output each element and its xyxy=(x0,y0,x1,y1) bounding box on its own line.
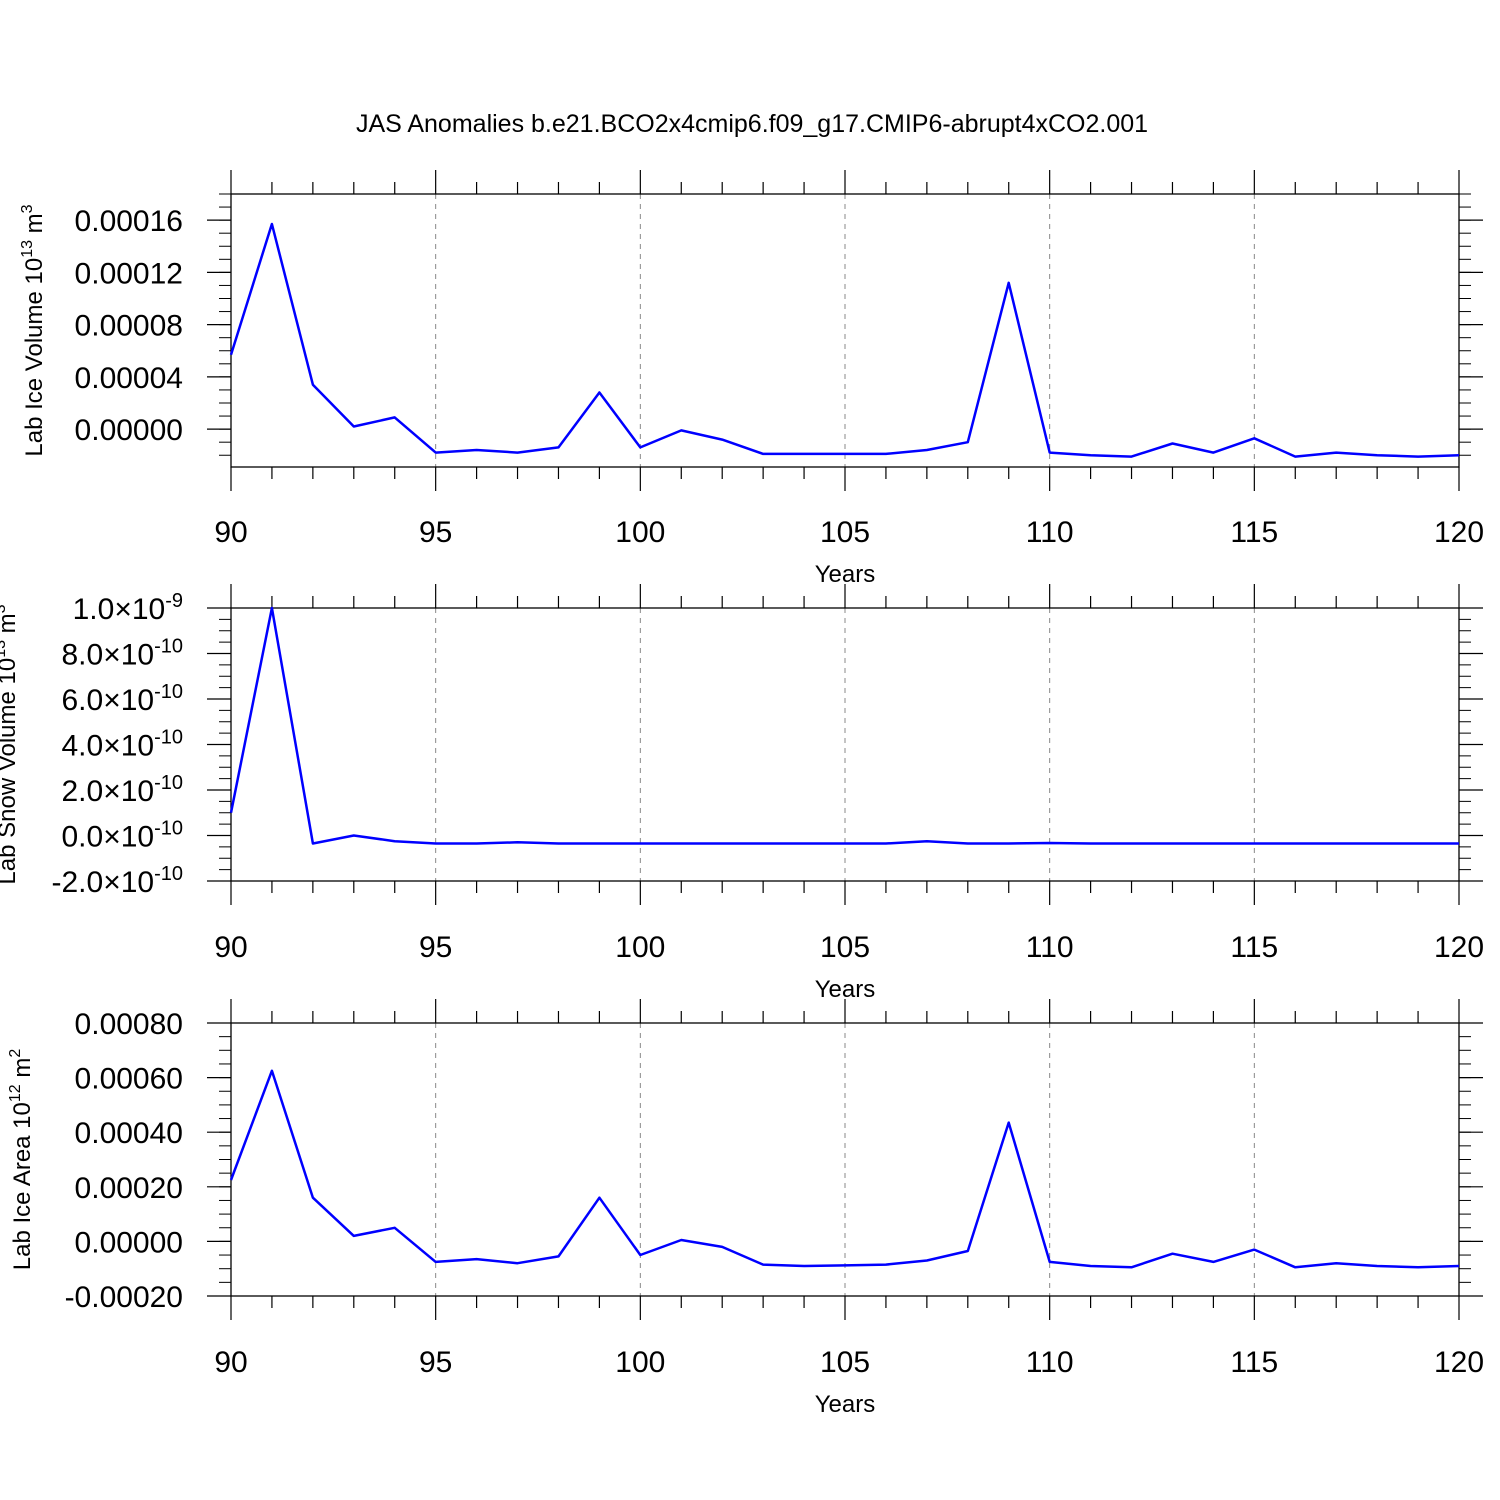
panel-3: -0.00020 0.00000 0.00020 0.00040 0.00060 0.00… xyxy=(7,999,1484,1418)
x-tick-label: 95 xyxy=(419,516,452,549)
x-tick-label: 100 xyxy=(615,1346,665,1379)
y-tick-label: 0.00008 xyxy=(75,310,183,343)
x-tick-label: 95 xyxy=(419,1346,452,1379)
x-tick-label: 105 xyxy=(820,1346,870,1379)
x-tick-label: 100 xyxy=(615,931,665,964)
y-axis-title: Lab Snow Volume 1013 m3 xyxy=(0,604,21,884)
x-tick-label: 115 xyxy=(1230,1346,1278,1379)
y-axis-title: Lab Ice Volume 1013 m3 xyxy=(19,204,48,456)
x-tick-label: 90 xyxy=(214,1346,247,1379)
y-tick-label: -2.0×10-10 xyxy=(52,863,184,899)
y-tick-label: 0.00080 xyxy=(75,1008,183,1041)
x-axis-title: Years xyxy=(815,561,876,588)
chart-title: JAS Anomalies b.e21.BCO2x4cmip6.f09_g17.… xyxy=(356,110,1148,138)
y-tick-label: -0.00020 xyxy=(65,1281,183,1314)
y-tick-label: 6.0×10-10 xyxy=(62,681,184,717)
series-line xyxy=(229,222,1460,458)
x-tick-label: 105 xyxy=(820,516,870,549)
y-tick-label: 0.00000 xyxy=(75,414,183,447)
y-tick-label: 0.00004 xyxy=(75,362,183,395)
x-tick-label: 120 xyxy=(1434,516,1484,549)
x-tick-label: 90 xyxy=(214,516,247,549)
x-tick-label: 120 xyxy=(1434,931,1484,964)
panel-2: -2.0×10-10 0.0×10-10 2.0×10-10 4.0×10-10 6.0… xyxy=(0,584,1484,1003)
y-tick-label: 0.00016 xyxy=(75,205,183,238)
series-line xyxy=(229,1069,1460,1269)
x-tick-label: 110 xyxy=(1026,1346,1074,1379)
panels: 0.00000 0.00004 0.00008 0.00012 0.00016 90 95 1… xyxy=(0,170,1484,1418)
y-tick-label: 0.00020 xyxy=(75,1172,183,1205)
x-axis-title: Years xyxy=(815,976,876,1003)
y-tick-label: 0.00012 xyxy=(75,257,183,290)
y-tick-label: 8.0×10-10 xyxy=(62,636,184,672)
x-tick-label: 110 xyxy=(1026,931,1074,964)
x-axis-title: Years xyxy=(815,1391,876,1418)
y-axis-title: Lab Ice Area 1012 m2 xyxy=(7,1049,36,1271)
x-tick-label: 110 xyxy=(1026,516,1074,549)
y-tick-label: 2.0×10-10 xyxy=(62,772,184,808)
y-tick-label: 0.00060 xyxy=(75,1063,183,1096)
y-tick-label: 1.0×10-9 xyxy=(73,590,183,626)
x-tick-label: 115 xyxy=(1230,516,1278,549)
series-line xyxy=(229,606,1459,845)
y-tick-label: 0.0×10-10 xyxy=(62,818,184,854)
x-tick-label: 105 xyxy=(820,931,870,964)
panel-1: 0.00000 0.00004 0.00008 0.00012 0.00016 90 95 1… xyxy=(19,170,1484,588)
x-tick-label: 95 xyxy=(419,931,452,964)
x-tick-label: 100 xyxy=(615,516,665,549)
x-tick-label: 120 xyxy=(1434,1346,1484,1379)
x-tick-label: 90 xyxy=(214,931,247,964)
y-tick-label: 0.00040 xyxy=(75,1117,183,1150)
x-tick-label: 115 xyxy=(1230,931,1278,964)
y-tick-label: 4.0×10-10 xyxy=(62,727,184,763)
y-tick-label: 0.00000 xyxy=(75,1226,183,1259)
